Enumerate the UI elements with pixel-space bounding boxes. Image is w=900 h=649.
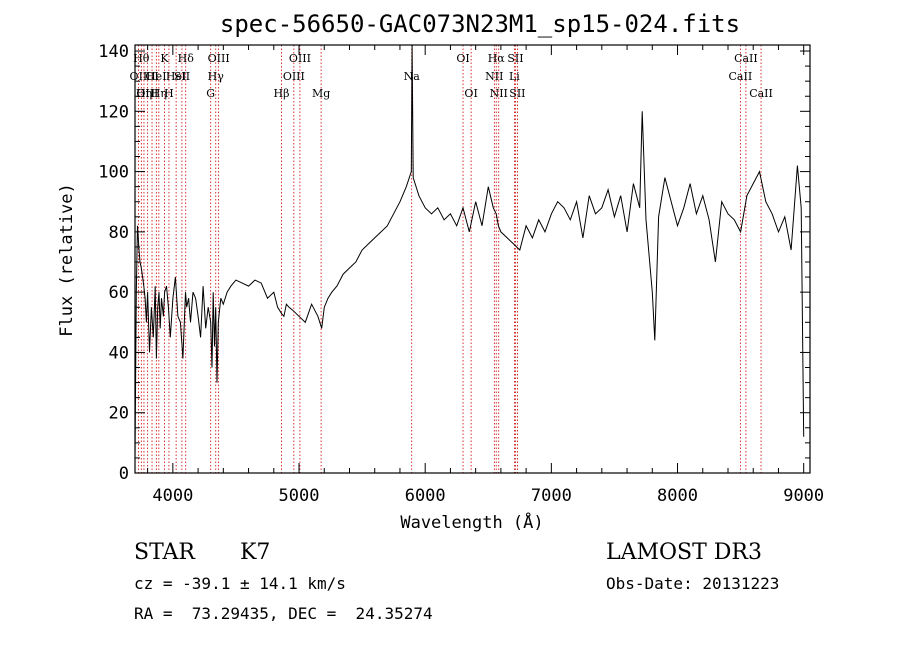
x-tick-label-5000: 5000 xyxy=(279,486,320,506)
line-label-25: Li xyxy=(509,70,520,83)
line-label-2: Hη xyxy=(136,87,152,100)
emission-line-labels: OIIHθHηOIIIOIHeIHηKHHeISIIHδGHγOIIIHβOII… xyxy=(130,52,773,100)
object-class: STAR xyxy=(134,540,195,565)
y-axis-ticks: 0 20 40 60 80 100 120 140 xyxy=(98,42,810,484)
line-label-28: CaII xyxy=(729,70,753,83)
line-label-1: Hθ xyxy=(133,52,150,65)
x-tick-label-7000: 7000 xyxy=(531,486,572,506)
line-label-15: Hβ xyxy=(274,87,290,100)
chart-title: spec-56650-GAC073N23M1_sp15-024.fits xyxy=(220,10,740,38)
y-tick-label-140: 140 xyxy=(98,42,129,62)
line-label-30: CaII xyxy=(749,87,773,100)
line-label-18: Mg xyxy=(312,87,330,100)
line-label-5: HeI xyxy=(146,70,166,83)
line-label-0: OII xyxy=(130,70,148,83)
line-label-11: Hδ xyxy=(178,52,195,65)
y-tick-label-100: 100 xyxy=(98,163,129,183)
y-tick-label-60: 60 xyxy=(109,283,129,303)
line-label-24: NII xyxy=(490,87,508,100)
x-axis-label: Wavelength (Å) xyxy=(400,511,543,533)
plot-frame xyxy=(134,44,811,474)
line-label-14: OIII xyxy=(208,52,230,65)
spectrum-line xyxy=(134,44,805,458)
line-label-20: OI xyxy=(456,52,469,65)
line-label-23: Hα xyxy=(488,52,506,65)
y-tick-label-0: 0 xyxy=(119,464,129,484)
line-label-29: CaII xyxy=(734,52,758,65)
y-tick-label-40: 40 xyxy=(109,343,129,363)
line-label-8: H xyxy=(164,87,174,100)
line-label-17: OIII xyxy=(289,52,311,65)
coordinates: RA = 73.29435, DEC = 24.35274 xyxy=(134,604,433,623)
line-label-4: OI xyxy=(145,70,158,83)
line-label-26: SII xyxy=(507,52,523,65)
redshift-velocity: cz = -39.1 ± 14.1 km/s xyxy=(134,574,346,593)
line-label-9: HeI xyxy=(166,70,186,83)
line-label-13: Hγ xyxy=(208,70,225,83)
x-tick-label-6000: 6000 xyxy=(405,486,446,506)
x-tick-label-8000: 8000 xyxy=(657,486,698,506)
x-axis-ticks: 4000 5000 6000 7000 8000 9000 xyxy=(147,45,824,506)
y-tick-label-80: 80 xyxy=(109,223,129,243)
line-label-3: OIII xyxy=(136,87,158,100)
line-label-27: SII xyxy=(509,87,525,100)
survey-name: LAMOST DR3 xyxy=(606,540,762,565)
y-tick-label-20: 20 xyxy=(109,404,129,424)
line-label-12: G xyxy=(206,87,215,100)
x-tick-label-4000: 4000 xyxy=(152,486,193,506)
line-label-16: OIII xyxy=(283,70,305,83)
line-label-10: SII xyxy=(174,70,190,83)
line-label-7: K xyxy=(160,52,169,65)
line-label-21: OI xyxy=(464,87,477,100)
line-label-22: NII xyxy=(485,70,503,83)
line-label-6: Hη xyxy=(151,87,167,100)
y-axis-label: Flux (relative) xyxy=(57,183,77,337)
emission-line-markers xyxy=(138,45,762,473)
x-tick-label-9000: 9000 xyxy=(783,486,824,506)
spectral-subclass: K7 xyxy=(240,540,271,565)
y-tick-label-120: 120 xyxy=(98,102,129,122)
observation-date: Obs-Date: 20131223 xyxy=(606,574,780,593)
